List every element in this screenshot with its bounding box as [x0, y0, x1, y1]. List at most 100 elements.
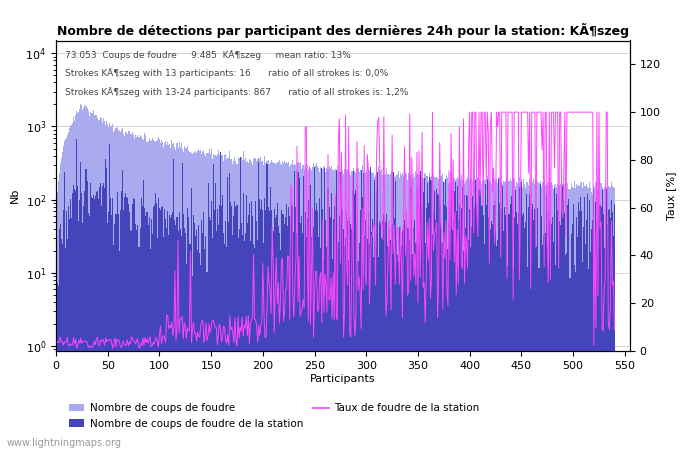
Bar — [207, 183, 209, 450]
Bar — [490, 180, 491, 450]
Bar — [346, 211, 347, 450]
Bar — [128, 130, 129, 450]
Bar — [375, 176, 376, 450]
Bar — [67, 135, 68, 450]
Bar — [293, 231, 295, 450]
Bar — [501, 181, 503, 450]
Bar — [133, 198, 134, 450]
Bar — [526, 182, 527, 450]
Bar — [531, 180, 532, 450]
Bar — [342, 210, 343, 450]
Bar — [545, 184, 546, 450]
Bar — [221, 206, 222, 450]
Bar — [287, 226, 288, 450]
Bar — [247, 161, 248, 450]
Bar — [553, 189, 554, 450]
Bar — [573, 265, 575, 450]
Bar — [412, 179, 413, 450]
Bar — [337, 166, 338, 450]
Bar — [273, 231, 274, 450]
Bar — [116, 192, 118, 450]
Bar — [249, 202, 250, 450]
Bar — [321, 168, 322, 450]
Bar — [223, 233, 224, 450]
Bar — [495, 201, 496, 450]
Bar — [156, 141, 157, 450]
Bar — [526, 194, 527, 450]
Bar — [225, 154, 226, 450]
Bar — [561, 180, 562, 450]
Bar — [480, 191, 481, 450]
Bar — [336, 170, 337, 450]
Bar — [400, 173, 401, 450]
Bar — [548, 211, 549, 450]
Bar — [244, 241, 245, 450]
Bar — [439, 176, 440, 450]
Bar — [407, 180, 408, 450]
Bar — [451, 185, 452, 450]
Bar — [559, 185, 560, 450]
Bar — [198, 149, 200, 450]
Bar — [404, 178, 405, 450]
Bar — [194, 223, 195, 450]
Bar — [594, 261, 596, 450]
Bar — [342, 171, 343, 450]
Bar — [598, 192, 599, 450]
Bar — [183, 146, 185, 450]
Bar — [452, 182, 453, 450]
Bar — [554, 185, 555, 450]
Bar — [500, 212, 501, 450]
Bar — [182, 149, 183, 450]
Bar — [384, 218, 386, 450]
Bar — [457, 186, 458, 450]
Bar — [575, 216, 577, 450]
Bar — [57, 181, 59, 450]
Bar — [358, 171, 360, 450]
Bar — [560, 225, 561, 450]
Bar — [421, 204, 423, 450]
Bar — [607, 224, 608, 450]
Bar — [581, 182, 582, 450]
Bar — [109, 123, 111, 450]
Bar — [209, 154, 211, 450]
Bar — [295, 207, 297, 450]
Bar — [580, 197, 581, 450]
Bar — [124, 197, 125, 450]
Bar — [78, 221, 79, 450]
Bar — [233, 216, 235, 450]
Bar — [100, 117, 101, 450]
Bar — [96, 192, 97, 450]
Bar — [516, 182, 517, 450]
Bar — [445, 179, 447, 450]
Bar — [508, 214, 510, 450]
Bar — [262, 211, 263, 450]
Bar — [377, 172, 378, 450]
Bar — [113, 132, 114, 450]
Bar — [348, 166, 349, 450]
Bar — [206, 153, 207, 450]
Bar — [279, 160, 280, 450]
Bar — [304, 165, 306, 450]
Bar — [72, 193, 73, 450]
Bar — [441, 176, 442, 450]
Bar — [267, 207, 269, 450]
Bar — [220, 152, 221, 450]
Bar — [477, 177, 479, 450]
Bar — [589, 200, 590, 450]
Bar — [205, 156, 206, 450]
Bar — [70, 199, 71, 450]
Bar — [304, 212, 306, 450]
Bar — [614, 203, 615, 450]
Bar — [413, 173, 414, 450]
Bar — [373, 257, 374, 450]
Bar — [249, 159, 250, 450]
Bar — [89, 216, 90, 450]
Bar — [167, 212, 168, 450]
Bar — [246, 162, 247, 450]
Bar — [223, 162, 224, 450]
Bar — [187, 146, 188, 450]
Bar — [61, 239, 62, 450]
Bar — [161, 207, 162, 450]
Bar — [521, 179, 522, 450]
Bar — [415, 171, 416, 450]
